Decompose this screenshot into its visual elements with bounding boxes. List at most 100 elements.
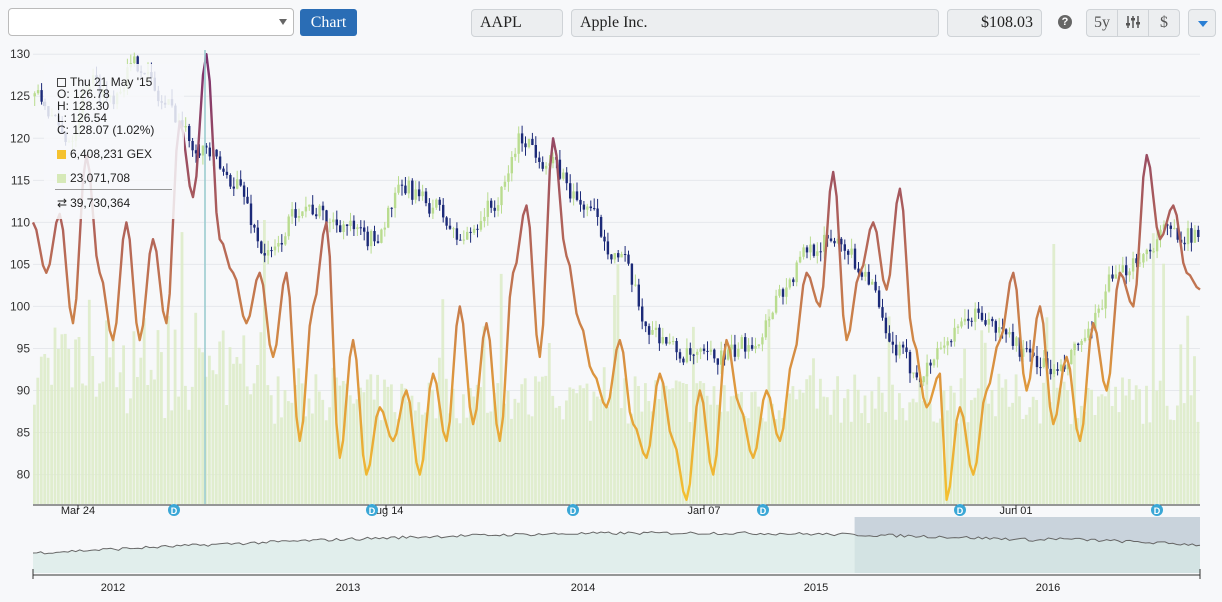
candle-body: [1094, 312, 1097, 331]
volume-bar: [427, 382, 431, 504]
y-tick-label: 125: [10, 89, 30, 103]
candle-body: [191, 141, 194, 151]
dividend-marker[interactable]: D: [567, 504, 579, 516]
candle-body: [829, 238, 833, 241]
navigator-year-label: 2015: [804, 582, 828, 594]
volume-bar: [860, 413, 863, 504]
candle-body: [1056, 369, 1059, 371]
volume-bar: [1062, 381, 1066, 504]
candle-body: [496, 205, 500, 211]
volume-bar: [1138, 389, 1141, 504]
dividend-marker[interactable]: D: [757, 504, 769, 516]
candle-body: [569, 183, 572, 199]
candle-body: [246, 196, 249, 204]
volume-bar: [973, 397, 977, 504]
candle-body: [661, 337, 664, 344]
candle-body: [901, 344, 905, 348]
currency-button[interactable]: $: [1148, 9, 1180, 37]
candle-body: [483, 216, 486, 222]
candle-body: [1015, 337, 1018, 346]
volume-bar: [819, 378, 822, 504]
volume-bar: [348, 395, 352, 504]
candle-body: [761, 337, 764, 345]
candle-body: [236, 179, 239, 189]
candle-body: [311, 204, 314, 215]
volume-bar: [746, 418, 750, 504]
dividend-marker[interactable]: D: [168, 504, 180, 516]
volume-bar: [733, 395, 736, 504]
volume-bar: [98, 383, 101, 504]
candle-body: [922, 376, 925, 383]
volume-bar: [465, 417, 469, 504]
volume-bar: [256, 365, 259, 504]
volume-bar: [87, 299, 91, 504]
volume-bar: [438, 357, 441, 504]
company-field[interactable]: Apple Inc.: [571, 9, 939, 37]
volume-bar: [218, 341, 222, 504]
candle-body: [1114, 274, 1118, 279]
volume-bar: [736, 393, 740, 504]
volume-bar: [105, 320, 108, 504]
candle-body: [562, 172, 565, 179]
candle-body: [1035, 355, 1039, 368]
dividend-marker[interactable]: D: [954, 504, 966, 516]
more-options-button[interactable]: [1188, 9, 1216, 37]
volume-bar: [235, 357, 239, 504]
range-button[interactable]: 5y: [1086, 9, 1118, 37]
candle-body: [610, 254, 613, 260]
volume-bar: [1114, 386, 1117, 504]
volume-bar: [383, 379, 386, 504]
candle-body: [850, 248, 853, 255]
volume-bar: [372, 399, 376, 504]
volume-bar: [702, 383, 706, 504]
volume-bar: [726, 411, 730, 504]
symbol-select[interactable]: [8, 8, 294, 36]
candle-body: [1125, 265, 1128, 276]
volume-bar: [153, 379, 156, 504]
volume-bar: [177, 396, 180, 504]
dividend-marker[interactable]: D: [366, 504, 378, 516]
volume-bar: [939, 418, 942, 504]
volume-bar: [290, 402, 294, 504]
candle-body: [459, 239, 462, 241]
candle-body: [428, 203, 431, 214]
volume-bar: [568, 387, 572, 504]
candle-body: [871, 281, 874, 285]
volume-bar: [777, 410, 781, 504]
chart-button[interactable]: Chart: [300, 9, 357, 36]
candle-body: [582, 204, 586, 210]
candle-body: [572, 191, 575, 199]
volume-bar: [863, 395, 867, 504]
volume-bar: [846, 389, 850, 504]
volume-bar: [530, 416, 534, 504]
volume-bar: [1000, 387, 1004, 504]
oscillator-line: [31, 53, 1201, 501]
dividend-marker[interactable]: D: [1151, 504, 1163, 516]
volume-bar: [657, 399, 661, 504]
candle-body: [287, 216, 290, 237]
ticker-field[interactable]: AAPL: [471, 9, 563, 37]
candle-body: [977, 308, 980, 313]
candle-body: [888, 333, 891, 342]
candle-body: [448, 225, 452, 229]
volume-bar: [740, 392, 743, 504]
candle-body: [1131, 258, 1135, 272]
svg-text:D: D: [1154, 506, 1161, 516]
volume-bar: [503, 403, 506, 504]
volume-bar: [911, 398, 915, 504]
candle-body: [696, 351, 699, 355]
toolbar: Chart AAPL Apple Inc. $108.03 ? 5y $: [0, 0, 1222, 46]
help-icon[interactable]: ?: [1058, 15, 1072, 29]
volume-bar: [1031, 396, 1035, 504]
candle-body: [1186, 228, 1190, 245]
exchange-icon: ⇄: [57, 196, 68, 210]
candle-body: [1028, 348, 1032, 353]
candle-body: [874, 281, 877, 291]
volume-bar: [1093, 415, 1097, 504]
volume-bar: [798, 389, 802, 504]
candle-body: [33, 93, 36, 97]
candle-body: [946, 341, 949, 346]
volume-bar: [280, 417, 283, 504]
candle-body: [507, 173, 510, 182]
